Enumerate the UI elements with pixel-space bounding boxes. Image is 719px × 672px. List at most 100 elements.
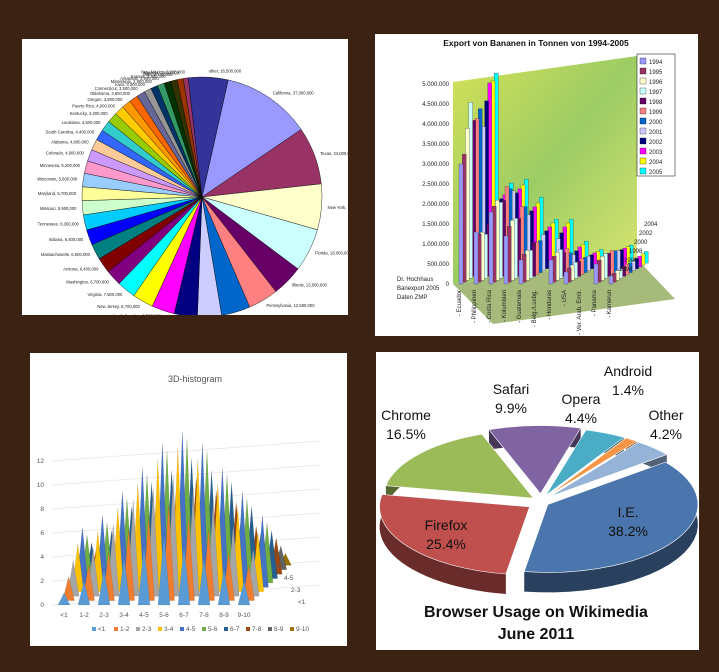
states-pie-chart: California, 37,000,000 Texas, 24,000,000 N… xyxy=(37,69,348,315)
legend-label: 2-3 xyxy=(142,626,152,633)
depth-label: 2004 xyxy=(644,222,658,228)
legend-swatch xyxy=(639,137,647,145)
legend-swatch xyxy=(158,627,162,631)
legend-label: 1994 xyxy=(649,60,663,66)
chart-title: Export von Bananen in Tonnen von 1994-20… xyxy=(443,38,629,48)
slice-label: New York, 19,000,000 xyxy=(328,205,348,210)
x-category-label: 9-10 xyxy=(237,612,250,619)
x-category-label: - Philippinen xyxy=(472,290,478,323)
pie-slice xyxy=(549,441,668,498)
browser-usage-chart: Browser Usage on Wikimedia June 2011 I.E… xyxy=(379,363,699,643)
depth-label: <1 xyxy=(298,599,306,606)
pie-slice xyxy=(201,79,302,198)
cone xyxy=(62,576,75,601)
bar xyxy=(458,163,464,285)
y-tick-label: 0 xyxy=(446,282,450,288)
pie-slice xyxy=(545,429,625,496)
depth-label: 2000 xyxy=(634,240,648,246)
depth-label: 1998 xyxy=(629,249,643,255)
chart-title: 3D-histogram xyxy=(168,374,222,384)
legend-swatch xyxy=(639,67,647,75)
slice-percent-label: 16.5% xyxy=(386,426,426,442)
chart-title-line-2: June 2011 xyxy=(498,626,575,643)
x-category-label: 8-9 xyxy=(219,612,229,619)
slice-name-label: Opera xyxy=(562,391,601,407)
cone xyxy=(177,544,191,606)
legend-swatch xyxy=(268,627,272,631)
x-category-label: - Kolumbien xyxy=(502,290,508,322)
y-tick-label: 4.000.000 xyxy=(422,122,449,128)
legend-swatch xyxy=(92,627,96,631)
y-tick-label: 4.500.000 xyxy=(422,102,449,108)
x-category-label: - Ecuador xyxy=(457,290,463,316)
depth-label: 2002 xyxy=(639,231,653,237)
x-category-label: <1 xyxy=(60,612,68,619)
cone xyxy=(137,544,151,606)
y-tick-label: 0 xyxy=(40,602,44,609)
pie-slice xyxy=(488,425,582,495)
y-tick-label: 5.000.000 xyxy=(422,82,449,88)
legend-label: 1997 xyxy=(649,90,663,96)
legend-label: 3-4 xyxy=(164,626,174,633)
cone xyxy=(117,556,131,606)
slice-name-label: Safari xyxy=(493,381,530,397)
legend-label: <1 xyxy=(98,626,106,633)
x-category-label: - USA xyxy=(562,290,568,306)
x-category-label: - Honduras xyxy=(547,290,553,320)
slice-percent-label: 4.4% xyxy=(565,410,597,426)
slice-label: Washington, 6,700,000 xyxy=(66,279,110,284)
cone xyxy=(57,592,71,606)
slice-label: Nevada, 2,600,000 xyxy=(144,71,180,76)
browser-usage-panel: Browser Usage on Wikimedia June 2011 I.E… xyxy=(376,352,699,650)
states-pie-panel: California, 37,000,000 Texas, 24,000,000 N… xyxy=(22,39,348,315)
legend-swatch xyxy=(639,167,647,175)
legend-label: 2004 xyxy=(649,160,663,166)
cone xyxy=(217,568,231,606)
pie-slice xyxy=(197,196,222,315)
annotation-line-2: Banexport 2005 xyxy=(397,286,440,292)
legend-swatch xyxy=(136,627,140,631)
histogram-panel: 3D-histogram 0 2 4 6 8 10 12 <1 1-2 2-3 3-4 4-5 5-6 6… xyxy=(30,353,347,646)
legend-label: 4-5 xyxy=(186,626,196,633)
pie-slice xyxy=(201,196,250,315)
y-tick-label: 3.500.000 xyxy=(422,142,449,148)
slice-name-label: Other xyxy=(648,407,683,423)
slice-name-label: Android xyxy=(604,363,652,379)
slice-label: Oregon, 3,800,000 xyxy=(88,97,124,102)
x-category-label: - Ver. Arab. Emir. xyxy=(577,290,583,335)
y-tick-label: 1.000.000 xyxy=(422,242,449,248)
pie-slice xyxy=(385,433,535,499)
slice-side xyxy=(524,462,698,593)
slice-label: California, 37,000,000 xyxy=(273,90,315,95)
legend-label: 6-7 xyxy=(230,626,240,633)
bar xyxy=(593,263,599,285)
bar xyxy=(473,231,479,285)
legend-label: 7-8 xyxy=(252,626,262,633)
slice-label: Illinois, 13,000,000 xyxy=(292,283,328,288)
slice-label: Maryland, 5,700,000 xyxy=(38,191,77,196)
slice-percent-label: 1.4% xyxy=(612,382,644,398)
banana-export-chart: Export von Bananen in Tonnen von 1994-20… xyxy=(397,38,676,335)
slice-label: Alabama, 4,600,000 xyxy=(51,139,89,144)
y-tick-label: 10 xyxy=(37,482,45,489)
slice-label: Texas, 24,000,000 xyxy=(320,151,348,156)
legend-label: 2002 xyxy=(649,140,663,146)
banana-export-panel: Export von Bananen in Tonnen von 1994-20… xyxy=(375,34,698,336)
chart-title-line-1: Browser Usage on Wikimedia xyxy=(424,604,648,621)
slice-label: Louisiana, 4,500,000 xyxy=(62,120,102,125)
bar xyxy=(488,211,494,285)
slice-label: North Carolina, 9,500,000 xyxy=(113,314,162,315)
slice-label: Kentucky, 4,300,000 xyxy=(70,111,109,116)
legend-label: 1995 xyxy=(649,70,663,76)
bar xyxy=(608,275,614,285)
histogram-3d-chart: 3D-histogram 0 2 4 6 8 10 12 <1 1-2 2-3 3-4 4-5 5-6 6… xyxy=(37,374,321,633)
slice-percent-label: 4.2% xyxy=(650,426,682,442)
legend-label: 1998 xyxy=(649,100,663,106)
slice-label: Colorado, 4,900,000 xyxy=(46,151,85,156)
cone xyxy=(97,568,111,606)
y-tick-label: 3.000.000 xyxy=(422,162,449,168)
annotation-line-3: Daten ZMP xyxy=(397,295,427,301)
legend-label: 1-2 xyxy=(120,626,130,633)
legend-swatch xyxy=(639,97,647,105)
slice-label: Utah, 2,700,000 xyxy=(143,72,173,77)
